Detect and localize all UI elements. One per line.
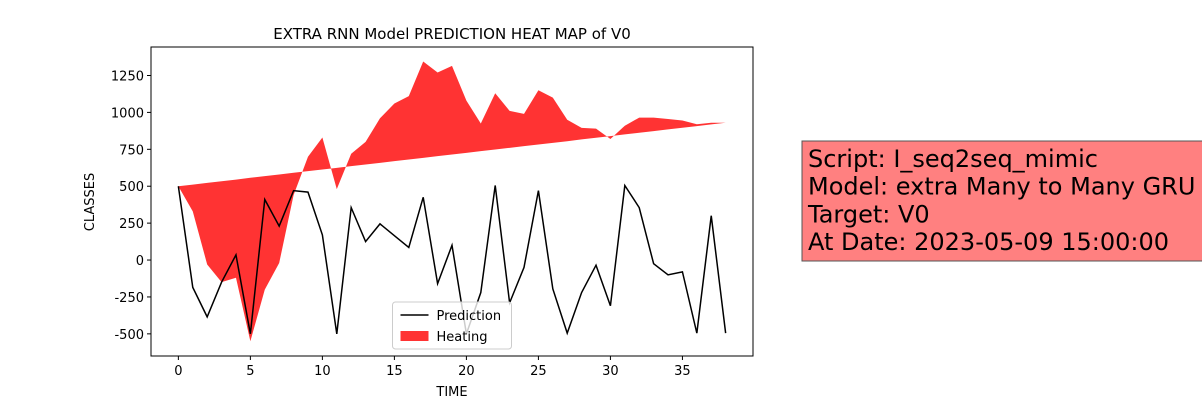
y-tick-label: 500 (119, 180, 144, 195)
annotation-box (801, 140, 1202, 262)
x-tick-label: 30 (602, 364, 619, 379)
chart-title: EXTRA RNN Model PREDICTION HEAT MAP of V… (273, 25, 631, 43)
annotation-line: At Date: 2023-05-09 15:00:00 (808, 228, 1169, 256)
x-tick-label: 20 (458, 364, 475, 379)
x-axis-label: TIME (435, 385, 467, 400)
y-tick-label: 750 (119, 143, 144, 158)
x-tick-label: 25 (530, 364, 547, 379)
x-tick-label: 0 (174, 364, 182, 379)
y-axis-label: CLASSES (83, 173, 98, 231)
y-tick-label: -500 (114, 328, 144, 343)
y-tick-label: 250 (119, 217, 144, 232)
y-tick-label: 1250 (111, 69, 144, 84)
x-tick-label: 35 (674, 364, 691, 379)
y-tick-label: 1000 (111, 106, 144, 121)
x-tick-label: 10 (314, 364, 331, 379)
legend-label: Heating (437, 330, 488, 345)
legend-label: Prediction (437, 309, 502, 324)
annotation-line: Script: I_seq2seq_mimic (808, 145, 1098, 173)
heating-area (178, 61, 726, 342)
x-tick-label: 15 (386, 364, 403, 379)
annotation-line: Model: extra Many to Many GRU (808, 173, 1195, 201)
plot-frame (150, 46, 754, 357)
prediction-line (177, 183, 727, 336)
annotation-line: Target: V0 (807, 200, 930, 228)
x-tick-label: 5 (246, 364, 254, 379)
y-tick-label: -250 (114, 291, 144, 306)
y-tick-label: 0 (136, 254, 144, 269)
legend-swatch (400, 331, 429, 341)
